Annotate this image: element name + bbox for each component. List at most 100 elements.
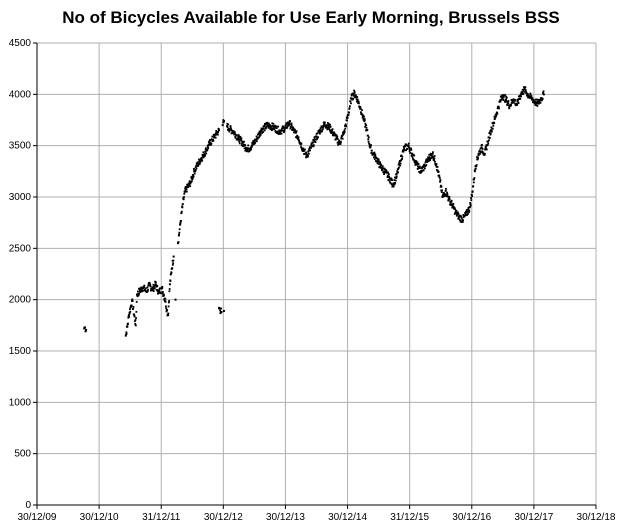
x-tick-label: 31/12/11 xyxy=(142,512,181,523)
data-point-dense xyxy=(169,280,172,282)
y-tick-label: 1000 xyxy=(9,397,32,408)
data-point-dense xyxy=(416,161,419,164)
data-point-dense xyxy=(149,284,152,287)
data-point-dense xyxy=(505,96,508,99)
data-point-dense xyxy=(286,125,289,128)
data-point-dense xyxy=(160,291,163,294)
data-point-dense xyxy=(283,130,286,133)
data-point-dense xyxy=(306,155,309,158)
x-tick-labels: 30/12/09 30/12/10 31/12/11 30/12/12 30/12/13… xyxy=(18,512,616,523)
data-point-dense xyxy=(386,176,389,179)
data-point-dense xyxy=(240,139,243,142)
data-point xyxy=(523,88,526,91)
data-point-dense xyxy=(524,86,527,89)
data-point xyxy=(134,324,137,327)
data-point-dense xyxy=(258,130,261,133)
data-point-dense xyxy=(178,228,181,231)
data-point-dense xyxy=(336,138,339,140)
data-point-dense xyxy=(471,195,474,198)
data-point-dense xyxy=(379,162,382,164)
data-point-dense xyxy=(486,143,489,146)
data-point xyxy=(444,189,447,192)
data-point-dense xyxy=(239,135,242,138)
data-point-dense xyxy=(520,95,523,98)
data-point-dense xyxy=(540,99,543,102)
data-point-dense xyxy=(172,259,175,262)
data-point-dense xyxy=(280,132,283,135)
data-point-dense xyxy=(427,160,430,163)
data-point-dense xyxy=(361,116,364,119)
data-point-dense xyxy=(398,160,401,162)
data-point-dense xyxy=(487,142,490,145)
data-point-dense xyxy=(211,135,214,138)
data-point-dense xyxy=(362,118,365,121)
data-point-dense xyxy=(260,127,263,130)
data-point-dense xyxy=(442,194,445,197)
data-point-dense xyxy=(183,190,186,193)
data-point-dense xyxy=(142,289,144,292)
data-point-dense xyxy=(321,130,323,133)
data-point-dense xyxy=(167,301,170,304)
data-point-dense xyxy=(208,144,211,146)
data-point-dense xyxy=(342,131,344,134)
data-point-dense xyxy=(422,169,425,172)
data-point xyxy=(501,94,504,97)
data-point-dense xyxy=(192,174,195,177)
data-point-dense xyxy=(430,157,433,159)
data-point-dense xyxy=(514,99,517,101)
data-point-dense xyxy=(394,179,397,182)
data-point-dense xyxy=(130,304,133,307)
data-point-dense xyxy=(411,156,414,158)
data-point-dense xyxy=(190,180,193,183)
data-point-dense xyxy=(517,95,520,98)
data-point-dense xyxy=(187,182,190,185)
x-tick-label: 30/12/10 xyxy=(80,512,119,523)
data-point-dense xyxy=(196,164,198,166)
data-point-dense xyxy=(195,167,198,170)
data-point-dense xyxy=(337,142,340,144)
data-point-dense xyxy=(303,153,305,155)
data-point-dense xyxy=(400,154,403,157)
data-point-dense xyxy=(425,164,428,166)
data-point-dense xyxy=(438,174,441,177)
data-point-dense xyxy=(485,148,488,151)
data-point xyxy=(127,314,130,317)
data-point-dense xyxy=(203,153,206,155)
data-point-dense xyxy=(152,289,154,292)
data-point-dense xyxy=(383,167,386,170)
data-point-dense xyxy=(186,183,188,186)
data-point-dense xyxy=(352,97,355,100)
data-point-dense xyxy=(256,138,259,140)
data-point-dense xyxy=(383,173,385,176)
data-point-dense xyxy=(377,158,380,161)
data-point-dense xyxy=(447,195,449,198)
data-point-dense xyxy=(150,289,153,292)
data-point-dense xyxy=(164,300,166,303)
data-point-dense xyxy=(495,115,497,118)
data-point-dense xyxy=(367,134,369,137)
data-point-dense xyxy=(161,292,164,295)
data-point-dense xyxy=(537,98,540,101)
data-point-dense xyxy=(451,203,453,206)
data-point-dense xyxy=(135,310,138,313)
data-point-dense xyxy=(328,123,330,126)
data-point-dense xyxy=(277,125,280,128)
data-point-dense xyxy=(542,91,544,94)
data-point-dense xyxy=(319,132,321,135)
data-point-dense xyxy=(345,125,348,128)
data-point-dense xyxy=(128,312,131,315)
data-point-dense xyxy=(207,147,210,150)
data-point-dense xyxy=(354,94,357,97)
data-point-dense xyxy=(450,200,453,203)
data-point xyxy=(174,298,177,301)
data-point-dense xyxy=(533,99,535,102)
data-point-dense xyxy=(389,181,391,184)
data-point-dense xyxy=(439,179,442,181)
data-point-dense xyxy=(365,124,368,127)
data-point-dense xyxy=(455,214,458,217)
axes xyxy=(33,42,597,509)
data-point-dense xyxy=(386,174,389,177)
data-point-dense xyxy=(168,288,171,290)
data-point xyxy=(222,309,225,312)
data-point-dense xyxy=(207,141,210,144)
